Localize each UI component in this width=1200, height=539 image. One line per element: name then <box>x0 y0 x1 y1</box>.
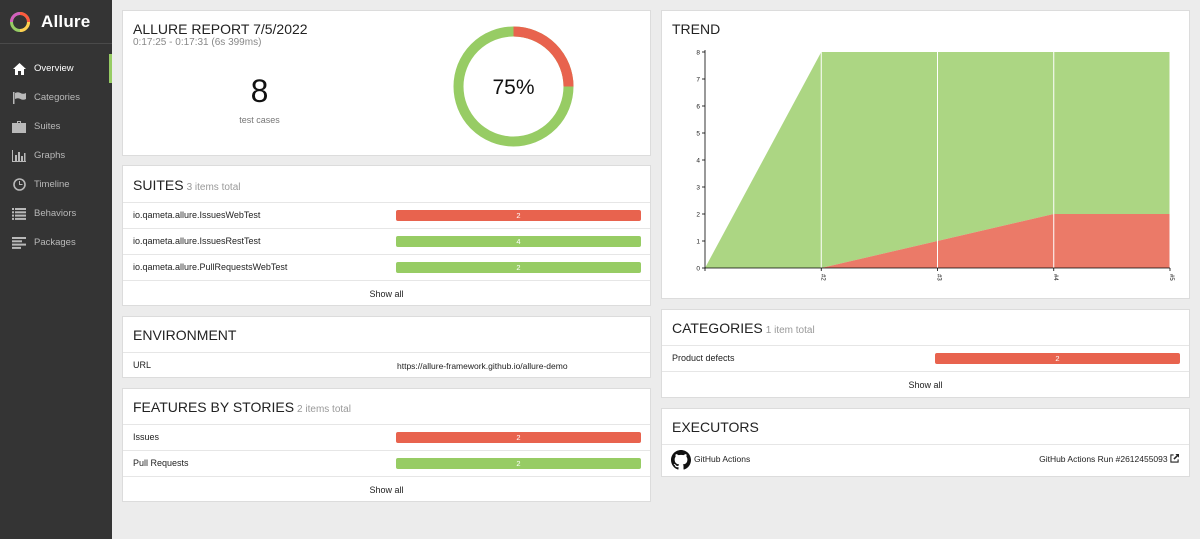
features-title: FEATURES BY STORIES 2 items total <box>133 399 351 415</box>
trend-y-tick-label: 4 <box>696 158 700 165</box>
executor-row: GitHub Actions GitHub Actions Run #26124… <box>662 444 1189 477</box>
category-row[interactable]: Product defects 2 <box>662 345 1189 371</box>
feature-row[interactable]: Issues 2 <box>123 424 650 450</box>
sidebar-item-categories[interactable]: Categories <box>0 83 112 112</box>
categories-show-all-button[interactable]: Show all <box>662 371 1189 397</box>
category-name: Product defects <box>672 353 735 363</box>
pass-rate-percent: 75% <box>492 76 534 99</box>
suite-row[interactable]: io.qameta.allure.IssuesWebTest 2 <box>123 202 650 228</box>
sidebar-item-label: Packages <box>34 237 76 248</box>
environment-row: URL https://allure-framework.github.io/a… <box>123 352 650 378</box>
bar-chart-icon <box>11 149 27 163</box>
suite-name: io.qameta.allure.IssuesWebTest <box>133 210 261 220</box>
test-case-count: 8 <box>250 73 269 109</box>
sidebar: Allure Overview Categories Suites Graphs… <box>0 0 112 539</box>
donut-failed-arc <box>513 26 574 87</box>
categories-title: CATEGORIES 1 item total <box>672 320 815 336</box>
sidebar-item-packages[interactable]: Packages <box>0 228 112 257</box>
environment-key: URL <box>133 360 152 370</box>
trend-x-tick-label: #4 <box>1052 274 1058 281</box>
executors-title: EXECUTORS <box>672 419 759 435</box>
features-widget: FEATURES BY STORIES 2 items total Issues … <box>122 388 651 502</box>
suite-passed-bar: 2 <box>396 262 641 273</box>
feature-passed-bar: 2 <box>396 458 641 469</box>
clock-icon <box>11 178 27 192</box>
trend-y-tick-label: 6 <box>696 104 700 111</box>
trend-y-tick-label: 5 <box>696 131 700 138</box>
features-show-all-button[interactable]: Show all <box>123 476 650 502</box>
trend-y-tick-label: 7 <box>696 77 700 84</box>
trend-y-tick-label: 0 <box>696 266 700 273</box>
pass-rate-donut: 75% <box>453 26 574 147</box>
categories-widget: CATEGORIES 1 item total Product defects 2… <box>661 309 1190 398</box>
environment-value: https://allure-framework.github.io/allur… <box>397 361 568 371</box>
suite-failed-bar: 2 <box>396 210 641 221</box>
suites-count: 3 items total <box>186 182 241 193</box>
suite-name: io.qameta.allure.IssuesRestTest <box>133 236 261 246</box>
executor-run-link[interactable]: GitHub Actions Run #2612455093 <box>1039 454 1179 464</box>
sidebar-item-label: Behaviors <box>34 208 77 219</box>
trend-chart: 0 1 2 3 4 5 6 7 8 #2 #3 #4 #5 <box>696 50 1174 282</box>
feature-name: Pull Requests <box>133 458 189 468</box>
suites-title: SUITES 3 items total <box>133 177 241 193</box>
briefcase-icon <box>11 120 27 134</box>
trend-y-tick-label: 1 <box>696 239 700 246</box>
sidebar-item-timeline[interactable]: Timeline <box>0 170 112 199</box>
trend-x-tick-label: #3 <box>936 274 942 281</box>
brand-name: Allure <box>41 11 91 31</box>
suite-row[interactable]: io.qameta.allure.IssuesRestTest 4 <box>123 228 650 254</box>
sidebar-item-graphs[interactable]: Graphs <box>0 141 112 170</box>
suite-name: io.qameta.allure.PullRequestsWebTest <box>133 262 288 272</box>
environment-widget: ENVIRONMENT URL https://allure-framework… <box>122 316 651 378</box>
suites-show-all-button[interactable]: Show all <box>123 280 650 306</box>
sidebar-item-behaviors[interactable]: Behaviors <box>0 199 112 228</box>
allure-logo-icon <box>10 11 30 32</box>
trend-y-tick-label: 8 <box>696 50 700 57</box>
feature-name: Issues <box>133 432 160 442</box>
align-left-icon <box>11 236 27 250</box>
sidebar-item-label: Categories <box>34 92 80 103</box>
suites-widget: SUITES 3 items total io.qameta.allure.Iss… <box>122 165 651 306</box>
sidebar-nav: Overview Categories Suites Graphs Timeli… <box>0 54 112 257</box>
home-icon <box>11 62 27 76</box>
trend-y-tick-label: 2 <box>696 212 700 219</box>
sidebar-item-label: Suites <box>34 121 61 132</box>
feature-row[interactable]: Pull Requests 2 <box>123 450 650 476</box>
sidebar-item-overview[interactable]: Overview <box>0 54 112 83</box>
trend-widget: TREND 0 1 2 3 4 5 6 7 8 #2 #3 #4 #5 <box>661 10 1190 299</box>
environment-title: ENVIRONMENT <box>133 327 237 343</box>
github-icon <box>671 450 691 470</box>
executor-name: GitHub Actions <box>694 454 751 464</box>
external-link-icon <box>1170 454 1179 463</box>
test-case-count-label: test cases <box>239 115 280 125</box>
report-time-range: 0:17:25 - 0:17:31 (6s 399ms) <box>133 37 262 48</box>
brand[interactable]: Allure <box>0 0 112 44</box>
sidebar-item-suites[interactable]: Suites <box>0 112 112 141</box>
trend-x-tick-label: #2 <box>819 274 825 281</box>
feature-failed-bar: 2 <box>396 432 641 443</box>
features-count: 2 items total <box>297 404 351 415</box>
sidebar-item-label: Graphs <box>34 150 66 161</box>
suite-passed-bar: 4 <box>396 236 641 247</box>
summary-widget: ALLURE REPORT 7/5/2022 0:17:25 - 0:17:31… <box>122 10 651 156</box>
trend-title: TREND <box>672 21 721 37</box>
sidebar-item-label: Overview <box>34 63 74 74</box>
trend-x-tick-label: #5 <box>1168 274 1174 281</box>
categories-count: 1 item total <box>765 325 815 336</box>
category-failed-bar: 2 <box>935 353 1180 364</box>
report-title: ALLURE REPORT 7/5/2022 <box>133 21 308 37</box>
trend-y-tick-label: 3 <box>696 185 700 192</box>
list-icon <box>11 207 27 221</box>
flag-icon <box>11 91 27 105</box>
executors-widget: EXECUTORS GitHub Actions GitHub Actions … <box>661 408 1190 477</box>
suite-row[interactable]: io.qameta.allure.PullRequestsWebTest 2 <box>123 254 650 280</box>
sidebar-item-label: Timeline <box>34 179 70 190</box>
